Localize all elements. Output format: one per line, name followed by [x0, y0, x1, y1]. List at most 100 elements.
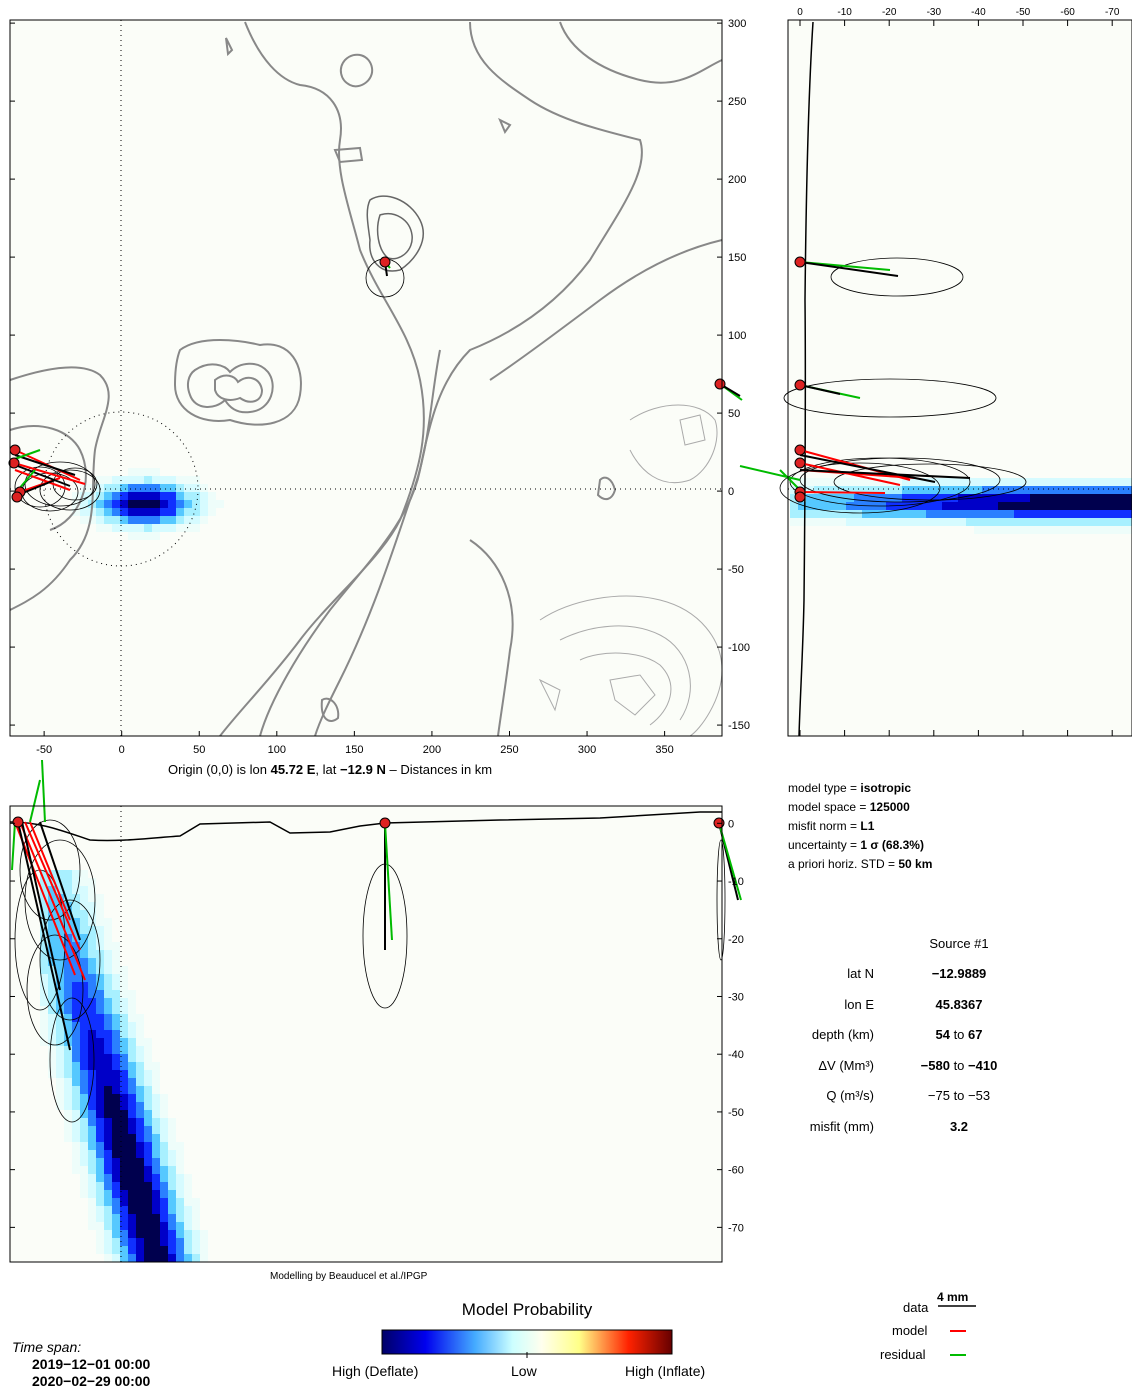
- probability-cell: [168, 1206, 176, 1214]
- probability-cell: [176, 1174, 184, 1182]
- probability-cell: [136, 1238, 144, 1246]
- probability-cell: [854, 486, 862, 494]
- probability-cell: [112, 1230, 120, 1238]
- probability-cell: [1086, 478, 1094, 486]
- probability-cell: [200, 1230, 208, 1238]
- probability-cell: [144, 1046, 152, 1054]
- map-x-tick-label: 50: [193, 744, 205, 756]
- probability-cell: [1046, 526, 1054, 534]
- probability-cell: [144, 484, 152, 492]
- colorbar-left-label: High (Deflate): [332, 1363, 419, 1379]
- probability-cell: [112, 990, 120, 998]
- probability-cell: [80, 966, 88, 974]
- probability-cell: [120, 1102, 128, 1110]
- probability-cell: [136, 1222, 144, 1230]
- probability-cell: [950, 478, 958, 486]
- probability-cell: [144, 1206, 152, 1214]
- model-param-label: misfit norm =: [788, 819, 861, 833]
- probability-cell: [120, 1206, 128, 1214]
- ns-y-tick-label: -30: [728, 991, 744, 1003]
- probability-cell: [1038, 486, 1046, 494]
- probability-cell: [934, 494, 942, 502]
- probability-cell: [56, 910, 64, 918]
- probability-cell: [112, 1078, 120, 1086]
- probability-cell: [974, 486, 982, 494]
- probability-cell: [80, 492, 88, 500]
- probability-cell: [1094, 518, 1102, 526]
- probability-cell: [72, 918, 80, 926]
- probability-cell: [926, 510, 934, 518]
- probability-cell: [96, 1086, 104, 1094]
- probability-cell: [112, 1142, 120, 1150]
- probability-cell: [96, 516, 104, 524]
- probability-cell: [208, 508, 216, 516]
- probability-cell: [96, 1126, 104, 1134]
- model-param-label: model space =: [788, 800, 870, 814]
- probability-cell: [56, 902, 64, 910]
- probability-cell: [870, 494, 878, 502]
- probability-cell: [192, 476, 200, 484]
- ew-x-tick-label: 0: [797, 7, 803, 18]
- ns-y-tick-label: -20: [728, 934, 744, 946]
- map-y-tick-label: -50: [728, 564, 744, 576]
- probability-cell: [152, 1246, 160, 1254]
- probability-cell: [112, 1198, 120, 1206]
- probability-cell: [112, 508, 120, 516]
- probability-cell: [88, 990, 96, 998]
- probability-cell: [96, 1142, 104, 1150]
- probability-cell: [790, 478, 798, 486]
- probability-cell: [128, 1118, 136, 1126]
- probability-cell: [1022, 494, 1030, 502]
- probability-cell: [112, 524, 120, 532]
- probability-cell: [798, 510, 806, 518]
- probability-cell: [112, 1206, 120, 1214]
- probability-cell: [64, 1126, 72, 1134]
- probability-cell: [104, 918, 112, 926]
- probability-cell: [80, 1070, 88, 1078]
- source-row-value: 54 to 67: [935, 1027, 983, 1042]
- probability-cell: [104, 1150, 112, 1158]
- probability-cell: [838, 502, 846, 510]
- probability-cell: [152, 1222, 160, 1230]
- probability-cell: [1110, 502, 1118, 510]
- probability-cell: [1030, 502, 1038, 510]
- probability-cell: [40, 974, 48, 982]
- probability-cell: [806, 502, 814, 510]
- probability-cell: [136, 492, 144, 500]
- probability-cell: [72, 870, 80, 878]
- probability-cell: [950, 486, 958, 494]
- probability-cell: [104, 1022, 112, 1030]
- probability-cell: [144, 1214, 152, 1222]
- probability-cell: [120, 1198, 128, 1206]
- probability-cell: [96, 998, 104, 1006]
- probability-cell: [854, 478, 862, 486]
- probability-cell: [112, 1150, 120, 1158]
- probability-cell: [72, 982, 80, 990]
- probability-cell: [790, 510, 798, 518]
- probability-cell: [1118, 510, 1126, 518]
- probability-cell: [128, 492, 136, 500]
- probability-cell: [136, 1022, 144, 1030]
- probability-cell: [160, 1150, 168, 1158]
- probability-cell: [48, 934, 56, 942]
- probability-cell: [104, 1166, 112, 1174]
- probability-cell: [152, 1062, 160, 1070]
- probability-cell: [152, 532, 160, 540]
- probability-cell: [80, 1030, 88, 1038]
- probability-cell: [1070, 478, 1078, 486]
- model-param-value: isotropic: [860, 781, 912, 795]
- probability-cell: [160, 1246, 168, 1254]
- probability-cell: [80, 1190, 88, 1198]
- probability-cell: [88, 974, 96, 982]
- probability-cell: [136, 500, 144, 508]
- map-y-tick-label: 300: [728, 18, 746, 30]
- probability-cell: [96, 1038, 104, 1046]
- probability-cell: [144, 1238, 152, 1246]
- probability-cell: [184, 1182, 192, 1190]
- probability-cell: [128, 476, 136, 484]
- probability-cell: [56, 1086, 64, 1094]
- probability-cell: [950, 502, 958, 510]
- probability-cell: [144, 1062, 152, 1070]
- probability-cell: [104, 484, 112, 492]
- probability-cell: [1014, 518, 1022, 526]
